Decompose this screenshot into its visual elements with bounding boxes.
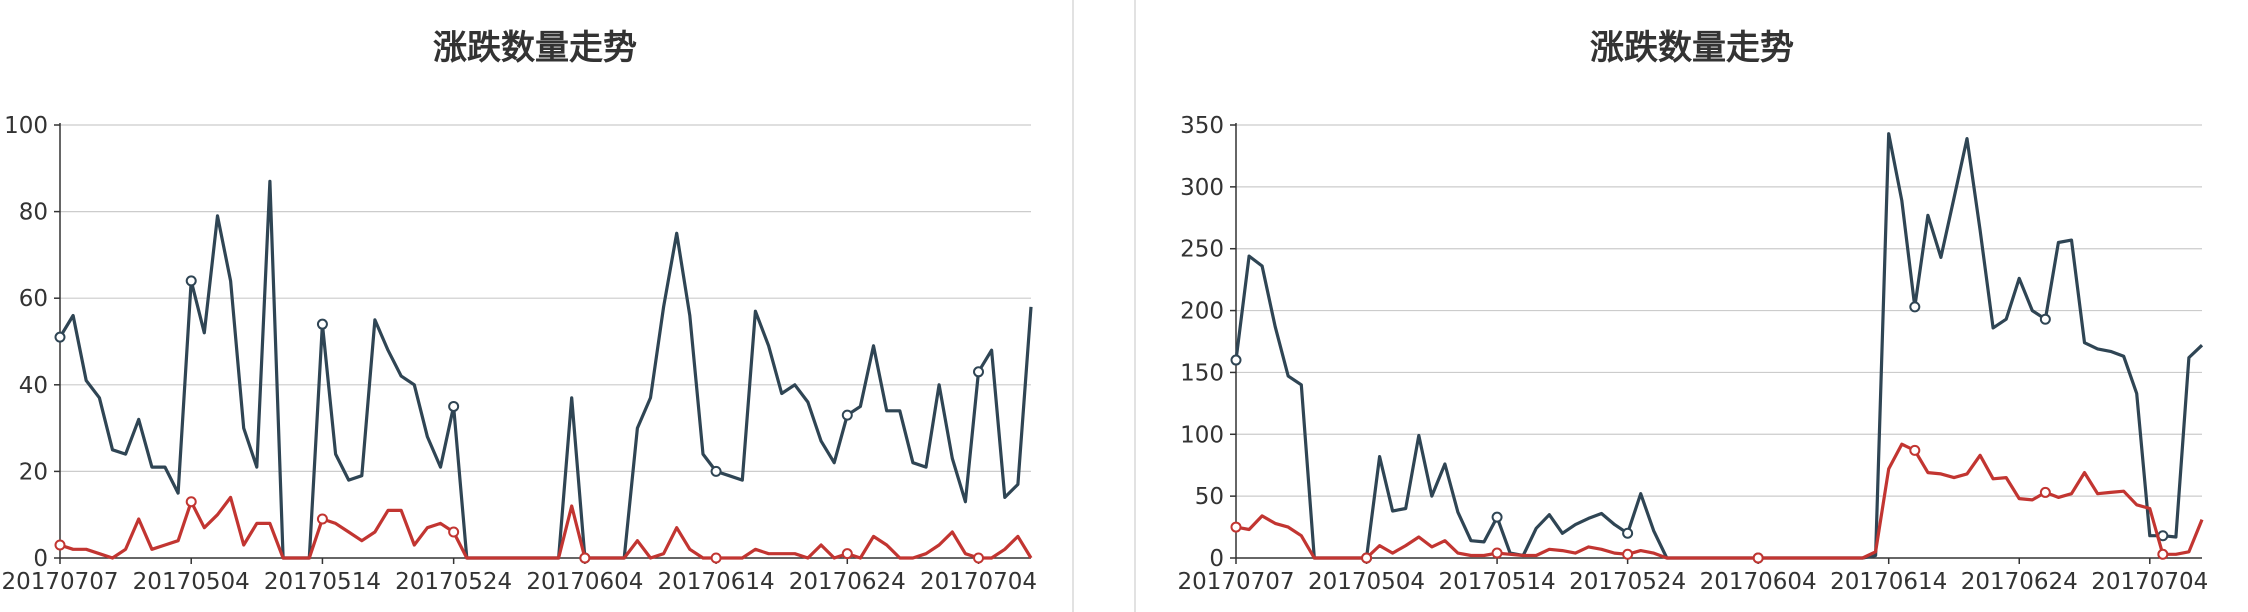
data-point: [1622, 527, 1634, 539]
series-line-2: [59, 495, 1033, 560]
y-tick-label: 100: [4, 113, 48, 139]
data-point: [710, 552, 722, 564]
data-point: [448, 400, 460, 412]
x-tick-label: 20170614: [658, 569, 775, 595]
y-tick-label: 0: [33, 546, 48, 572]
y-tick-label: 0: [1209, 546, 1224, 572]
data-point: [1491, 511, 1503, 523]
data-point: [54, 331, 66, 343]
x-tick-label: 20170614: [1830, 569, 1947, 595]
chart-panel-left: 涨跌数量走势 0 20 40 60 80 100 20170707 20170504 20170…: [0, 0, 1070, 612]
x-tick-label: 20170707: [1, 569, 118, 595]
series-line-1: [58, 179, 1033, 560]
data-point: [1752, 552, 1764, 564]
chart-panel-right: 涨跌数量走势 0 50 100 150 200 250 300 350 20170707 2017…: [1136, 0, 2248, 612]
x-tick-label: 20170504: [1308, 569, 1425, 595]
data-point: [1491, 547, 1503, 559]
data-point: [316, 318, 328, 330]
y-tick-label: 250: [1180, 237, 1224, 263]
data-point: [2039, 313, 2051, 325]
data-point: [1361, 552, 1373, 564]
data-point: [973, 552, 985, 564]
x-tick-label: 20170514: [264, 569, 381, 595]
line-chart-left: 0 20 40 60 80 100 20170707 20170504 20170514 2017…: [1, 113, 1037, 595]
y-tick-label: 350: [1180, 113, 1224, 139]
x-tick-label: 20170624: [789, 569, 906, 595]
y-tick-label: 80: [19, 200, 48, 226]
panel-divider-left: [1072, 0, 1074, 612]
data-point: [2039, 486, 2051, 498]
y-tick-label: 40: [19, 373, 48, 399]
x-tick-label: 20170704: [920, 569, 1037, 595]
data-point: [316, 513, 328, 525]
x-tick-label: 20170604: [1700, 569, 1817, 595]
data-point: [185, 496, 197, 508]
data-point: [1230, 354, 1242, 366]
data-point: [2157, 548, 2169, 560]
chart-title-right: 涨跌数量走势: [1590, 28, 1794, 68]
data-point: [1909, 301, 1921, 313]
chart-title-left: 涨跌数量走势: [433, 28, 637, 68]
x-tick-label: 20170704: [2091, 569, 2208, 595]
data-point: [448, 526, 460, 538]
data-point: [710, 465, 722, 477]
series-line-1: [1234, 132, 2204, 560]
data-point: [579, 552, 591, 564]
panel-divider-right: [1134, 0, 1136, 612]
x-tick-label: 20170707: [1177, 569, 1294, 595]
y-tick-label: 60: [19, 286, 48, 312]
x-tick-label: 20170504: [133, 569, 250, 595]
y-tick-label: 50: [1195, 484, 1224, 510]
x-tick-label: 20170624: [1961, 569, 2078, 595]
x-tick-label: 20170514: [1439, 569, 1556, 595]
x-tick-label: 20170524: [1569, 569, 1686, 595]
y-tick-label: 100: [1180, 422, 1224, 448]
data-point: [973, 366, 985, 378]
y-tick-label: 150: [1180, 360, 1224, 386]
y-tick-label: 20: [19, 459, 48, 485]
y-tick-label: 200: [1180, 299, 1224, 325]
data-point: [841, 409, 853, 421]
data-point: [1909, 444, 1921, 456]
data-point: [1230, 521, 1242, 533]
data-point: [54, 539, 66, 551]
data-point: [185, 275, 197, 287]
data-point: [841, 548, 853, 560]
x-tick-label: 20170604: [526, 569, 643, 595]
y-tick-label: 300: [1180, 175, 1224, 201]
x-tick-label: 20170524: [395, 569, 512, 595]
line-chart-right: 0 50 100 150 200 250 300 350 20170707 20170504 201…: [1177, 113, 2208, 595]
data-point: [1622, 548, 1634, 560]
